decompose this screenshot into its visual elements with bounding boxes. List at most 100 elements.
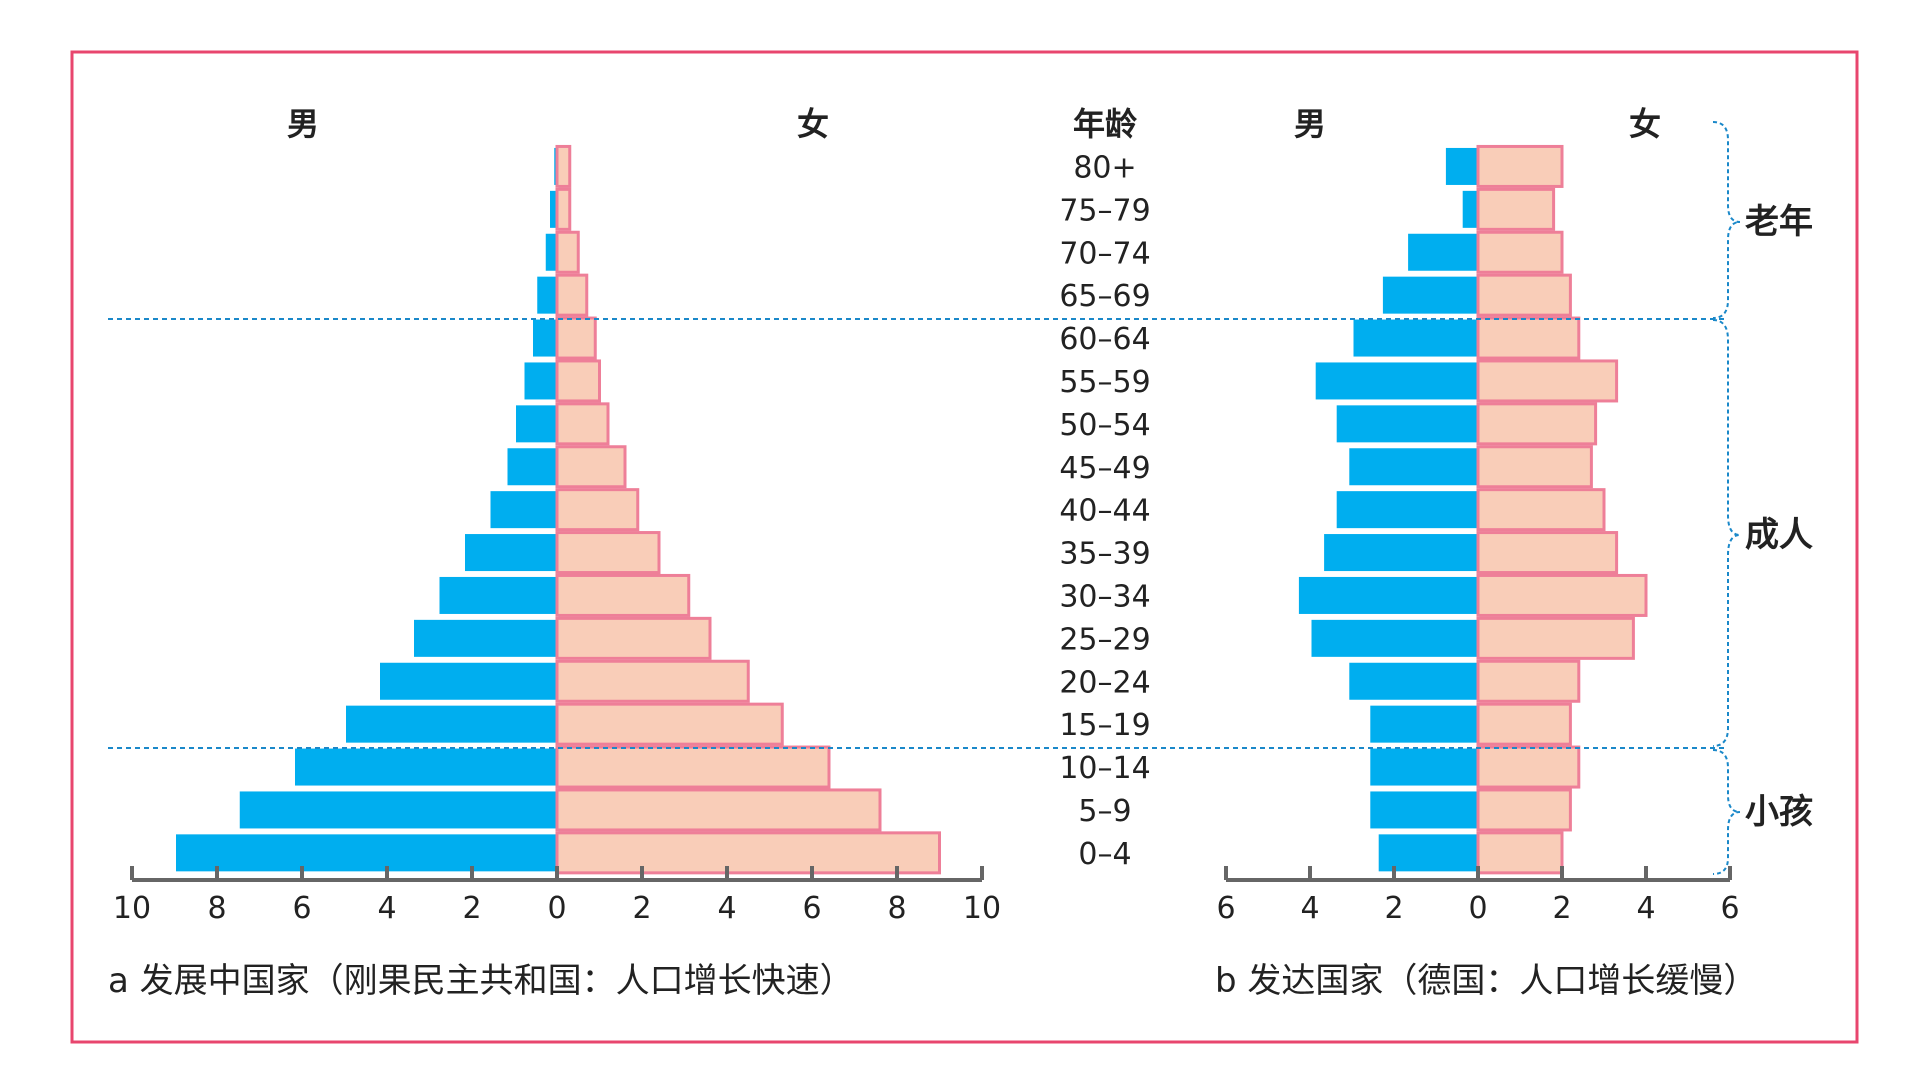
female-bar-a-4 [555, 316, 597, 360]
tick-label-a-0: 10 [113, 891, 151, 926]
male-bar-a-5 [521, 359, 559, 403]
chart-b-female-header: 女 [1629, 105, 1661, 143]
tick-label-a-7: 4 [717, 891, 736, 926]
tick-label-a-9: 8 [887, 891, 906, 926]
age-label-5: 55–59 [1059, 365, 1150, 400]
age-label-2: 70–74 [1059, 236, 1150, 271]
tick-label-a-6: 2 [632, 891, 651, 926]
age-label-12: 20–24 [1059, 665, 1150, 700]
female-bar-b-8 [1476, 488, 1606, 532]
tick-label-a-8: 6 [802, 891, 821, 926]
age-label-3: 65–69 [1059, 279, 1150, 314]
male-bar-a-2 [542, 230, 559, 274]
male-bar-b-0 [1442, 144, 1480, 188]
male-bar-b-9 [1321, 531, 1480, 575]
male-bar-a-11 [411, 616, 559, 660]
female-bar-a-3 [555, 273, 589, 317]
female-bar-a-13 [555, 702, 784, 746]
male-bar-b-13 [1367, 702, 1480, 746]
female-bar-b-15 [1476, 788, 1572, 832]
male-bar-a-13 [343, 702, 559, 746]
male-bar-a-3 [534, 273, 559, 317]
chart-b-male-header: 男 [1294, 105, 1326, 143]
brace-elderly [1712, 121, 1741, 319]
female-bar-a-7 [555, 445, 627, 489]
female-bar-a-0 [555, 144, 572, 188]
figure-frame [70, 50, 1859, 1044]
age-label-14: 10–14 [1059, 751, 1150, 786]
female-bar-a-5 [555, 359, 601, 403]
male-bar-b-7 [1346, 445, 1480, 489]
tick-label-b-1: 4 [1300, 891, 1319, 926]
tick-label-a-2: 6 [292, 891, 311, 926]
tick-label-b-4: 2 [1552, 891, 1571, 926]
female-bar-a-15 [555, 788, 882, 832]
group-label-elderly: 老年 [1745, 202, 1813, 242]
female-bar-b-1 [1476, 187, 1556, 231]
age-label-6: 50–54 [1059, 408, 1150, 443]
male-bar-a-14 [292, 745, 559, 789]
tick-label-a-4: 2 [462, 891, 481, 926]
female-bar-b-0 [1476, 144, 1564, 188]
female-bar-b-3 [1476, 273, 1572, 317]
male-bar-b-8 [1333, 488, 1480, 532]
chart-b-developed-country: 6 4 2 0 2 4 6 [1216, 144, 1740, 926]
tick-label-b-2: 2 [1384, 891, 1403, 926]
age-label-15: 5–9 [1078, 794, 1131, 829]
tick-label-b-0: 6 [1216, 891, 1235, 926]
male-bar-b-12 [1346, 659, 1480, 703]
female-bar-b-16 [1476, 831, 1564, 875]
female-bar-a-8 [555, 488, 640, 532]
male-bar-b-4 [1350, 316, 1480, 360]
male-bar-b-15 [1367, 788, 1480, 832]
male-bar-b-1 [1459, 187, 1480, 231]
chart-a-caption: a 发展中国家（刚果民主共和国：人口增长快速） [108, 961, 854, 1001]
male-bar-a-10 [436, 573, 559, 617]
female-bar-a-10 [555, 573, 691, 617]
female-bar-b-5 [1476, 359, 1619, 403]
brace-child [1712, 749, 1741, 875]
female-bar-a-12 [555, 659, 750, 703]
tick-label-b-3: 0 [1468, 891, 1487, 926]
age-label-4: 60–64 [1059, 322, 1150, 357]
chart-a-developing-country: 10 8 6 4 2 0 2 4 6 8 10 [113, 144, 1001, 926]
tick-label-a-5: 0 [547, 891, 566, 926]
female-bar-b-13 [1476, 702, 1572, 746]
female-bar-a-16 [555, 831, 941, 875]
female-bar-a-11 [555, 616, 712, 660]
age-label-9: 35–39 [1059, 537, 1150, 572]
female-bar-b-10 [1476, 573, 1648, 617]
age-label-16: 0–4 [1078, 837, 1131, 872]
female-bar-a-14 [555, 745, 831, 789]
male-bar-b-11 [1308, 616, 1480, 660]
male-bar-a-9 [462, 531, 559, 575]
female-bar-b-12 [1476, 659, 1581, 703]
female-bar-b-6 [1476, 402, 1598, 446]
group-label-adult: 成人 [1745, 515, 1813, 555]
age-label-8: 40–44 [1059, 494, 1150, 529]
male-bar-a-6 [513, 402, 559, 446]
age-labels: 80+ 75–79 70–74 65–69 60–64 55–59 50–54 45–49 40… [1059, 150, 1150, 871]
male-bar-b-6 [1333, 402, 1480, 446]
female-bar-b-9 [1476, 531, 1619, 575]
tick-label-a-1: 8 [207, 891, 226, 926]
chart-a-male-header: 男 [287, 105, 319, 143]
female-bar-b-4 [1476, 316, 1581, 360]
male-bar-b-3 [1379, 273, 1480, 317]
age-label-10: 30–34 [1059, 579, 1150, 614]
male-bar-a-7 [504, 445, 559, 489]
male-bar-a-8 [487, 488, 559, 532]
brace-adult [1712, 319, 1741, 747]
group-label-child: 小孩 [1745, 792, 1813, 832]
male-bar-b-14 [1367, 745, 1480, 789]
age-label-0: 80+ [1073, 150, 1136, 185]
age-label-7: 45–49 [1059, 451, 1150, 486]
male-bar-a-12 [377, 659, 559, 703]
female-bar-b-7 [1476, 445, 1593, 489]
tick-label-b-6: 6 [1720, 891, 1739, 926]
male-bar-b-5 [1312, 359, 1480, 403]
chart-a-female-header: 女 [797, 105, 829, 143]
age-label-1: 75–79 [1059, 193, 1150, 228]
age-label-11: 25–29 [1059, 622, 1150, 657]
